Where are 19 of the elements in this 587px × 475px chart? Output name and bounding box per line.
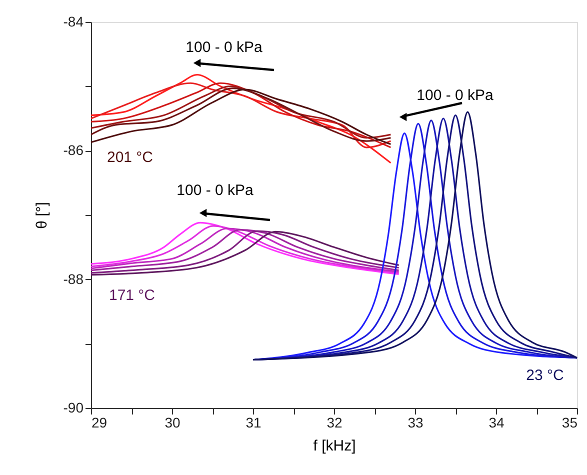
- x-tick-label: 30: [164, 414, 180, 430]
- annotation: 100 - 0 kPa: [416, 87, 494, 104]
- x-tick-label: 35: [562, 414, 578, 430]
- annotation: 100 - 0 kPa: [186, 39, 264, 56]
- y-axis-title: θ [°]: [33, 202, 50, 229]
- x-axis-title: f [kHz]: [313, 438, 356, 454]
- x-tick-label: 32: [326, 414, 342, 430]
- x-tick-label: 33: [408, 414, 424, 430]
- annotation: 201 °C: [106, 149, 154, 166]
- y-tick-label: -90: [63, 400, 84, 416]
- y-tick-label: -88: [63, 270, 84, 287]
- annotation: 171 °C: [108, 287, 156, 304]
- annotation: 23 °C: [526, 367, 564, 384]
- x-tick-label: 29: [92, 414, 108, 430]
- y-tick-label: -84: [63, 14, 84, 30]
- x-tick-label: 31: [246, 414, 262, 430]
- annotation: 100 - 0 kPa: [176, 182, 254, 199]
- y-tick-label: -86: [63, 142, 84, 158]
- x-tick-label: 34: [488, 414, 504, 430]
